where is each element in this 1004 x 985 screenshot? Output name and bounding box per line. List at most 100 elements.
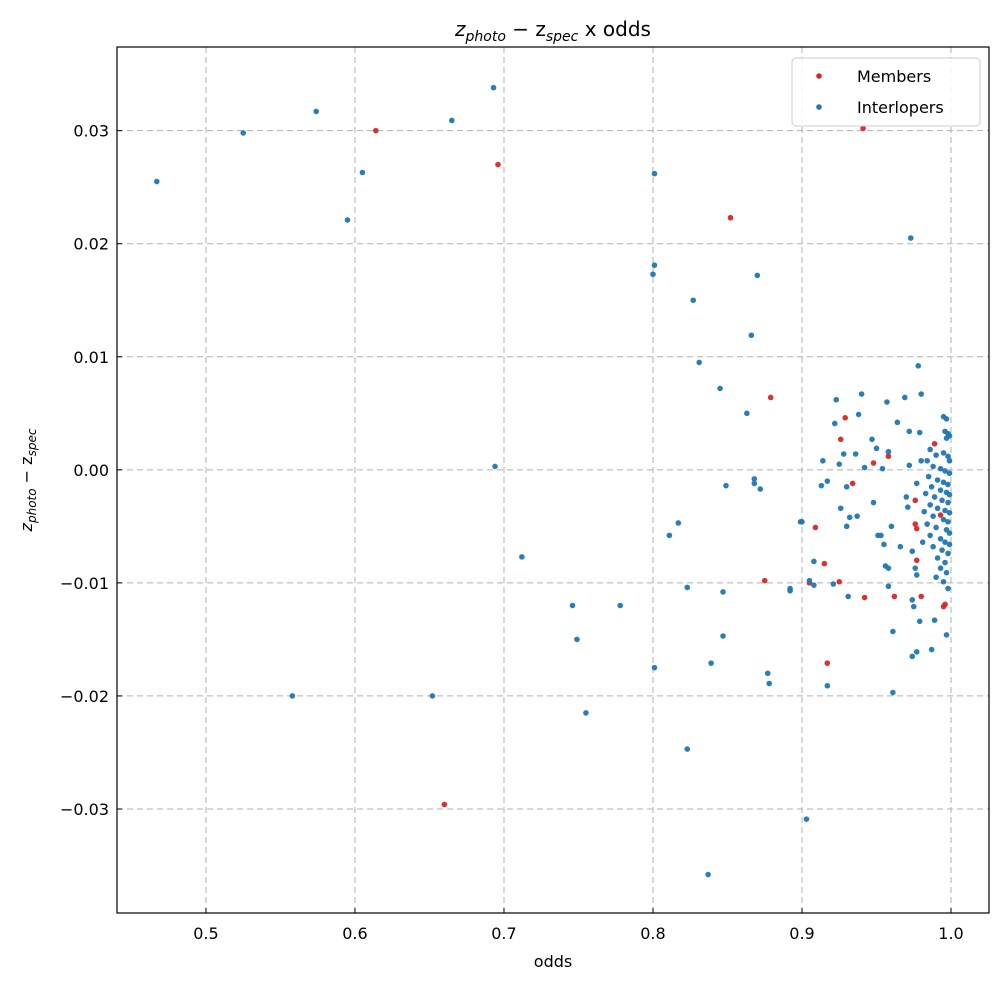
interloper-point	[754, 272, 761, 279]
x-tick-label: 0.8	[640, 924, 665, 943]
legend-label-members: Members	[857, 67, 931, 86]
interloper-point	[942, 507, 948, 514]
member-point	[821, 560, 828, 567]
member-point	[885, 453, 892, 460]
member-point	[912, 497, 919, 504]
interloper-point	[913, 649, 920, 655]
interloper-point	[684, 584, 691, 591]
interloper-point	[884, 399, 890, 405]
interloper-point	[946, 470, 953, 477]
interloper-point	[855, 411, 862, 418]
interloper-point	[931, 494, 938, 500]
x-tick-label: 0.6	[342, 924, 367, 943]
interloper-point	[912, 565, 919, 571]
interloper-point	[675, 520, 682, 526]
interloper-point	[720, 633, 726, 639]
interloper-point	[820, 457, 826, 464]
member-point	[373, 127, 379, 134]
interloper-point	[690, 297, 697, 304]
interloper-point	[940, 479, 947, 486]
interloper-point	[830, 581, 837, 587]
chart-title: zphoto − zspec x odds	[454, 17, 651, 45]
interloper-point	[946, 541, 953, 548]
interloper-point	[651, 664, 658, 671]
interloper-point	[881, 541, 887, 548]
y-tick-label: −0.02	[60, 687, 109, 706]
interloper-point	[939, 497, 945, 504]
interloper-point	[879, 465, 886, 472]
interloper-point	[930, 543, 936, 550]
interloper-point	[934, 477, 941, 483]
interloper-point	[490, 84, 497, 91]
interloper-point	[934, 555, 941, 561]
member-point	[812, 524, 819, 531]
interloper-point	[854, 513, 860, 519]
interloper-point	[764, 670, 771, 677]
member-point	[842, 415, 849, 421]
member-point	[913, 557, 920, 564]
interloper-point	[937, 465, 944, 472]
interloper-point	[918, 457, 925, 464]
member-point	[942, 601, 948, 608]
interloper-point	[945, 550, 951, 557]
x-tick-label: 0.5	[193, 924, 218, 943]
member-point	[918, 593, 925, 600]
interloper-point	[289, 693, 296, 699]
member-point	[937, 512, 944, 518]
interloper-point	[720, 589, 726, 595]
interloper-point	[943, 632, 950, 638]
interloper-point	[913, 480, 920, 487]
interloper-point	[831, 420, 838, 427]
member-point	[495, 161, 501, 168]
interloper-point	[909, 597, 916, 603]
interloper-point	[723, 482, 729, 489]
interloper-point	[833, 396, 840, 403]
interloper-point	[897, 543, 904, 550]
interloper-point	[927, 446, 933, 453]
interloper-point	[240, 130, 247, 136]
interloper-point	[937, 535, 944, 542]
interloper-point	[919, 539, 926, 545]
interloper-point	[937, 565, 944, 571]
interloper-point	[940, 450, 947, 456]
interloper-point	[858, 391, 865, 397]
interloper-point	[946, 433, 953, 439]
interloper-point	[583, 710, 589, 716]
interloper-point	[840, 451, 847, 457]
interloper-point	[824, 682, 831, 689]
member-point	[913, 525, 920, 532]
interloper-point	[922, 490, 929, 497]
interloper-point	[946, 509, 953, 516]
member-point	[931, 441, 938, 447]
member-point	[727, 214, 734, 221]
interloper-point	[846, 514, 853, 521]
interloper-point	[942, 559, 948, 566]
interloper-point	[916, 429, 923, 436]
interloper-point	[861, 464, 868, 471]
x-tick-label: 1.0	[938, 924, 963, 943]
interloper-point	[921, 508, 927, 515]
interloper-point	[924, 457, 930, 464]
interloper-point	[927, 502, 933, 508]
interloper-point	[748, 332, 755, 339]
interloper-point	[873, 445, 880, 452]
member-point	[767, 394, 774, 401]
interloper-point	[878, 532, 884, 539]
interloper-point	[939, 547, 945, 553]
interloper-point	[806, 577, 813, 584]
interloper-point	[918, 391, 925, 397]
interloper-point	[651, 262, 658, 268]
interloper-point	[843, 523, 850, 530]
interloper-point	[909, 548, 916, 555]
interloper-point	[569, 602, 576, 609]
interloper-point	[924, 521, 930, 527]
interloper-point	[744, 410, 750, 417]
interloper-point	[894, 419, 901, 426]
member-point	[870, 460, 877, 466]
interloper-point	[937, 487, 944, 493]
legend-label-interlopers: Interlopers	[857, 98, 944, 117]
interloper-point	[933, 574, 939, 581]
interloper-point	[651, 170, 658, 177]
member-point	[861, 594, 868, 601]
